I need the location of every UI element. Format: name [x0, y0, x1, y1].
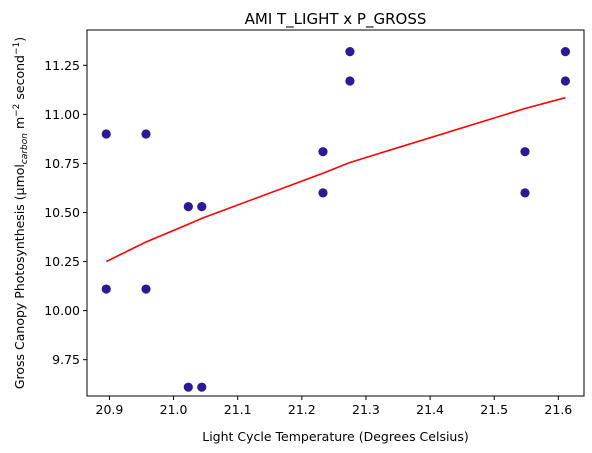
data-point [520, 188, 530, 198]
y-tick-label: 10.00 [44, 303, 80, 318]
data-point [560, 46, 571, 57]
y-tick-label: 11.00 [44, 107, 80, 122]
y-tick-label: 10.50 [44, 205, 80, 220]
data-point [101, 129, 111, 139]
y-axis-label: Gross Canopy Photosynthesis (μmolcarbon … [12, 37, 30, 389]
x-tick-label: 21.0 [160, 402, 188, 417]
plot-frame [86, 29, 585, 397]
x-tick-label: 21.4 [416, 402, 444, 417]
y-axis-label-sup2: −1 [12, 42, 22, 55]
x-tick-label: 21.6 [544, 402, 572, 417]
data-point [101, 284, 111, 294]
data-point [141, 284, 151, 294]
chart-title: AMI T_LIGHT x P_GROSS [245, 10, 427, 29]
y-axis: 9.75 10.00 10.25 10.50 10.75 11.00 11.25 [44, 58, 87, 367]
y-tick-label: 11.25 [44, 58, 80, 73]
y-tick-label: 10.25 [44, 254, 80, 269]
data-point [141, 129, 151, 139]
data-point [197, 382, 207, 392]
x-tick-label: 21.3 [352, 402, 380, 417]
data-point [197, 202, 207, 212]
trend-line [105, 96, 566, 263]
x-tick-label: 21.1 [224, 402, 252, 417]
data-point [345, 76, 355, 86]
x-tick-label: 20.9 [96, 402, 124, 417]
data-point [520, 147, 530, 157]
y-axis-label-main: Gross Canopy Photosynthesis (μmol [12, 164, 27, 389]
data-point [318, 188, 328, 198]
data-point [183, 202, 193, 212]
y-axis-label-sup1: −2 [12, 104, 22, 117]
x-tick-label: 21.2 [288, 402, 316, 417]
data-point [318, 147, 328, 157]
x-axis: 20.9 21.0 21.1 21.2 21.3 21.4 21.5 21.6 [96, 396, 572, 417]
x-axis-label: Light Cycle Temperature (Degrees Celsius… [202, 429, 469, 444]
plot-area [101, 46, 571, 392]
y-axis-label-mid1: m [12, 117, 27, 133]
y-tick-label: 9.75 [52, 352, 80, 367]
y-axis-label-mid2: second [12, 55, 27, 104]
x-tick-label: 21.5 [480, 402, 508, 417]
data-point [345, 46, 355, 57]
data-point [183, 382, 193, 392]
y-axis-label-sub: carbon [20, 133, 30, 164]
y-tick-label: 10.75 [44, 156, 80, 171]
y-axis-label-end: ) [12, 37, 27, 42]
data-point [560, 76, 571, 86]
